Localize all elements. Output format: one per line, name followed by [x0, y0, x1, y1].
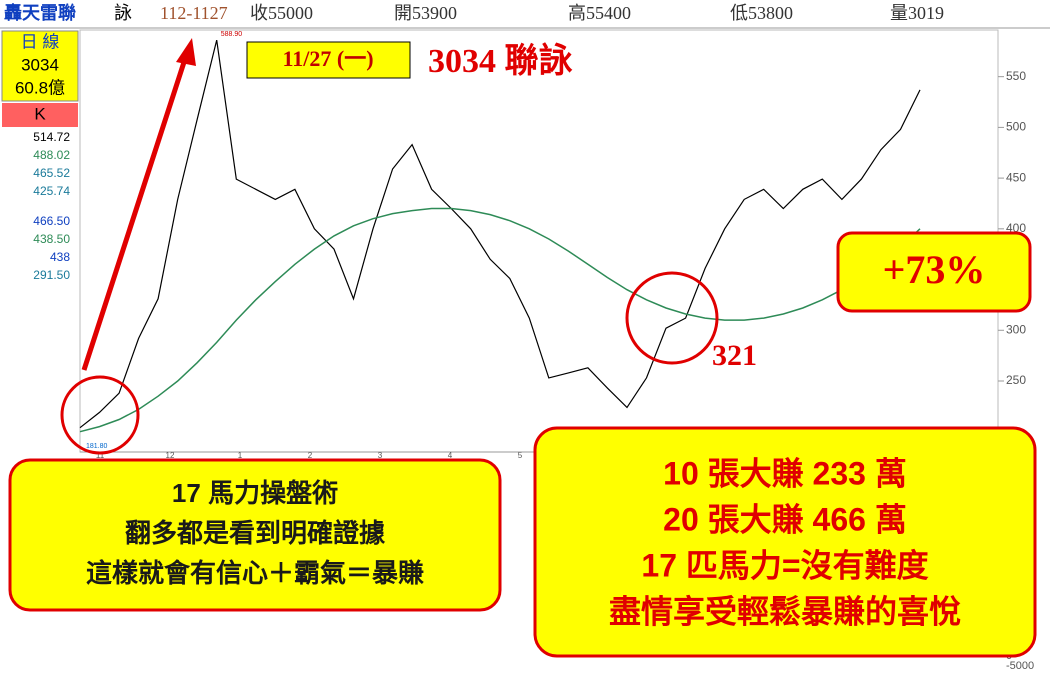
- right-box-line: 17 匹馬力=沒有難度: [641, 547, 928, 583]
- y-tick-label: 250: [1006, 373, 1026, 387]
- y-tick-label: 300: [1006, 322, 1026, 336]
- stock-title: 3034 聯詠: [428, 42, 573, 80]
- plot: 2503003504004505005501112123456789101158…: [79, 31, 1034, 672]
- gain-box: [836, 231, 1032, 313]
- left-box: [8, 458, 502, 612]
- lower-axis-label: -5000: [1006, 660, 1034, 672]
- header-open: 開53900: [394, 3, 457, 23]
- price-line: [79, 207, 921, 433]
- arrow-head: [176, 38, 196, 66]
- circle-321: [625, 271, 719, 365]
- x-tick-label: 2: [308, 451, 313, 460]
- side-kind: K: [34, 104, 46, 123]
- header-name: 轟天雷聯: [4, 2, 76, 23]
- date-box: [246, 41, 411, 79]
- header-low: 低53800: [730, 3, 793, 23]
- header-volume: 量3019: [890, 3, 944, 23]
- arrow-shaft: [81, 55, 189, 371]
- right-box-line: 20 張大賺 466 萬: [663, 501, 907, 537]
- y-tick-label: 400: [1006, 221, 1026, 235]
- side-box: [1, 30, 79, 102]
- date: 11/27 (一): [282, 46, 373, 71]
- overlay: 11/27 (一) 3034 聯詠 321 +73% 17 馬力操盤術翻多都是看…: [8, 38, 1037, 658]
- price-line: [79, 39, 921, 429]
- x-tick-label: 5: [518, 451, 523, 460]
- y-tick-label: 550: [1006, 69, 1026, 83]
- ma-value: 465.52: [33, 166, 70, 180]
- low-label: 181.80: [86, 443, 108, 450]
- ma-value: 488.02: [33, 148, 70, 162]
- ma-value: 514.72: [33, 130, 70, 144]
- right-box-line: 盡情享受輕鬆暴賺的喜悅: [609, 593, 961, 629]
- peak-label: 588.90: [221, 31, 243, 38]
- side-kind-box: [2, 103, 78, 127]
- y-tick-label: 500: [1006, 120, 1026, 134]
- right-box-line: 10 張大賺 233 萬: [663, 455, 907, 491]
- ma-value: 425.74: [33, 184, 70, 198]
- header-range: 112-1127: [160, 3, 228, 23]
- right-box: [533, 426, 1037, 658]
- ma-value: 438: [50, 250, 70, 264]
- header-high: 高55400: [568, 3, 631, 23]
- point-label: 321: [712, 339, 757, 372]
- left-box-line: 這樣就會有信心＋霸氣＝暴賺: [86, 558, 424, 588]
- gain: +73%: [883, 247, 986, 292]
- left-box-line: 翻多都是看到明確證據: [125, 518, 386, 548]
- side-code: 3034: [21, 55, 59, 74]
- side-turnover: 60.8億: [15, 78, 65, 97]
- header-suffix: 詠: [114, 3, 132, 23]
- ma-value: 291.50: [33, 268, 70, 282]
- header-close: 收55000: [250, 3, 313, 23]
- ma-value: 438.50: [33, 232, 70, 246]
- y-tick-label: 450: [1006, 170, 1026, 184]
- x-tick-label: 11: [96, 451, 105, 460]
- ma-value: 466.50: [33, 214, 70, 228]
- circle-start: [60, 375, 140, 455]
- x-tick-label: 4: [448, 451, 453, 460]
- x-tick-label: 3: [378, 451, 383, 460]
- x-tick-label: 12: [166, 451, 175, 460]
- x-tick-label: 1: [238, 451, 243, 460]
- side-period: 日 線: [21, 32, 60, 51]
- left-box-line: 17 馬力操盤術: [172, 478, 338, 508]
